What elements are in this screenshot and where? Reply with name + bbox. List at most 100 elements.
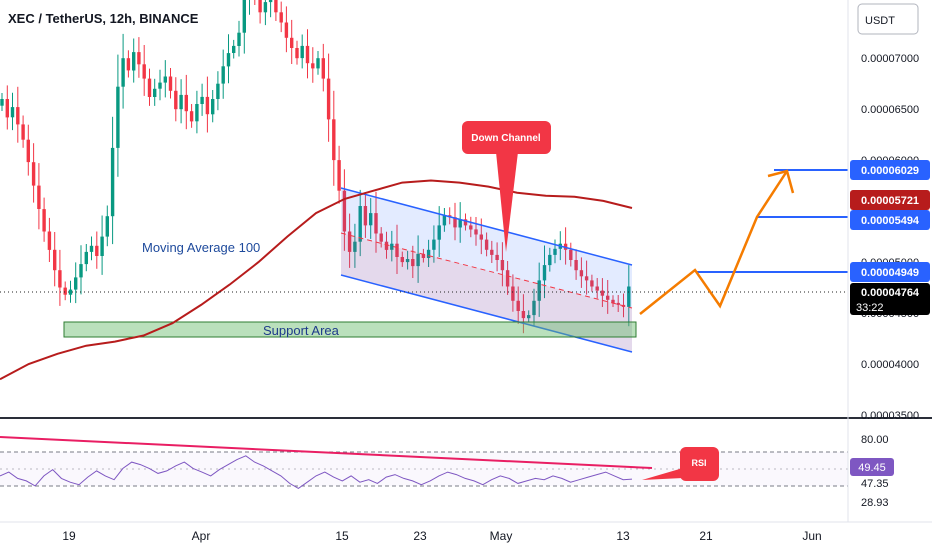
candle-body[interactable] <box>416 253 420 267</box>
support-area-box[interactable] <box>63 321 637 338</box>
price-tag-last[interactable]: 0.00004764 33:22 <box>850 283 930 315</box>
candle-body[interactable] <box>163 76 167 83</box>
candle-body[interactable] <box>284 22 289 38</box>
candle-body[interactable] <box>89 245 94 252</box>
down-channel-upper-line[interactable] <box>340 187 633 266</box>
candle-body[interactable] <box>405 259 410 263</box>
candle-body[interactable] <box>606 295 610 300</box>
candle-body[interactable] <box>548 254 552 266</box>
candle-body[interactable] <box>442 215 447 226</box>
candle-body[interactable] <box>137 52 141 65</box>
candle-body[interactable] <box>500 260 505 271</box>
candle-body[interactable] <box>58 270 62 288</box>
rsi-line[interactable] <box>0 455 633 489</box>
candle-body[interactable] <box>453 217 457 228</box>
candle-body[interactable] <box>390 243 394 250</box>
candle-body[interactable] <box>569 249 573 260</box>
candle-body[interactable] <box>279 12 283 23</box>
candle-body[interactable] <box>600 290 605 296</box>
candle-body[interactable] <box>463 219 468 226</box>
candle-body[interactable] <box>590 280 594 287</box>
down-channel-callout[interactable]: Down Channel <box>462 121 551 252</box>
candle-body[interactable] <box>437 225 441 240</box>
candle-body[interactable] <box>95 245 99 256</box>
candle-body[interactable] <box>358 206 362 242</box>
candle-body[interactable] <box>511 286 515 301</box>
candle-body[interactable] <box>332 119 336 161</box>
candle-body[interactable] <box>258 0 262 13</box>
moving-average-100-line[interactable] <box>0 179 633 381</box>
candle-body[interactable] <box>268 0 273 3</box>
candle-body[interactable] <box>369 213 373 226</box>
candle-body[interactable] <box>63 287 67 295</box>
candle-body[interactable] <box>458 219 462 228</box>
candle-body[interactable] <box>432 239 436 250</box>
candle-body[interactable] <box>168 76 173 91</box>
candle-body[interactable] <box>242 0 246 33</box>
candle-body[interactable] <box>226 53 231 67</box>
candle-body[interactable] <box>211 99 215 115</box>
candle-body[interactable] <box>353 241 357 252</box>
candle-body[interactable] <box>411 259 415 267</box>
candle-body[interactable] <box>474 229 478 235</box>
candle-body[interactable] <box>126 58 131 71</box>
candle-body[interactable] <box>342 190 347 232</box>
candle-body[interactable] <box>174 90 178 110</box>
price-tag-target-1[interactable]: 0.00006029 <box>850 160 930 180</box>
candle-body[interactable] <box>47 231 52 250</box>
candle-body[interactable] <box>537 280 541 301</box>
candle-body[interactable] <box>216 83 220 99</box>
candle-body[interactable] <box>121 58 125 87</box>
candle-body[interactable] <box>16 107 20 125</box>
candle-body[interactable] <box>527 315 531 319</box>
candle-body[interactable] <box>484 239 489 250</box>
rsi-callout[interactable]: RSI <box>642 447 719 481</box>
candle-body[interactable] <box>384 241 389 250</box>
candle-body[interactable] <box>347 231 352 252</box>
candle-body[interactable] <box>189 111 194 122</box>
candle-body[interactable] <box>579 270 584 277</box>
candle-body[interactable] <box>153 88 157 97</box>
candle-body[interactable] <box>31 162 36 186</box>
time-axis[interactable]: 19 Apr 15 23 May 13 21 Jun <box>62 529 821 543</box>
candle-body[interactable] <box>611 299 615 303</box>
candle-body[interactable] <box>627 286 631 307</box>
candle-body[interactable] <box>53 249 57 271</box>
candle-body[interactable] <box>479 234 483 240</box>
candle-body[interactable] <box>68 289 73 295</box>
candle-body[interactable] <box>363 206 368 226</box>
candle-body[interactable] <box>237 32 241 46</box>
candle-body[interactable] <box>532 300 536 316</box>
candle-body[interactable] <box>337 160 341 191</box>
candle-body[interactable] <box>574 260 578 271</box>
currency-button[interactable]: USDT <box>857 3 919 35</box>
candle-body[interactable] <box>142 64 146 79</box>
candle-body[interactable] <box>179 94 183 110</box>
candle-body[interactable] <box>84 251 88 265</box>
candle-body[interactable] <box>274 0 278 13</box>
candle-body[interactable] <box>100 236 104 256</box>
candle-body[interactable] <box>42 209 46 232</box>
candle-body[interactable] <box>542 265 547 281</box>
candle-body[interactable] <box>495 254 499 260</box>
candle-body[interactable] <box>110 147 115 217</box>
candle-body[interactable] <box>321 58 325 79</box>
candle-body[interactable] <box>205 96 210 115</box>
candle-body[interactable] <box>105 216 109 237</box>
candle-body[interactable] <box>374 213 378 234</box>
candle-body[interactable] <box>195 104 199 122</box>
candle-body[interactable] <box>311 63 315 69</box>
candle-body[interactable] <box>221 66 225 84</box>
candle-body[interactable] <box>147 78 152 97</box>
price-tag-ma-100[interactable]: 0.00005721 <box>850 190 930 210</box>
candle-body[interactable] <box>505 270 510 287</box>
candle-body[interactable] <box>316 58 320 69</box>
candle-body[interactable] <box>521 311 526 319</box>
candle-body[interactable] <box>326 78 331 120</box>
candle-body[interactable] <box>232 45 236 53</box>
candle-body[interactable] <box>37 185 41 209</box>
candle-body[interactable] <box>421 253 426 258</box>
candle-body[interactable] <box>553 248 557 255</box>
